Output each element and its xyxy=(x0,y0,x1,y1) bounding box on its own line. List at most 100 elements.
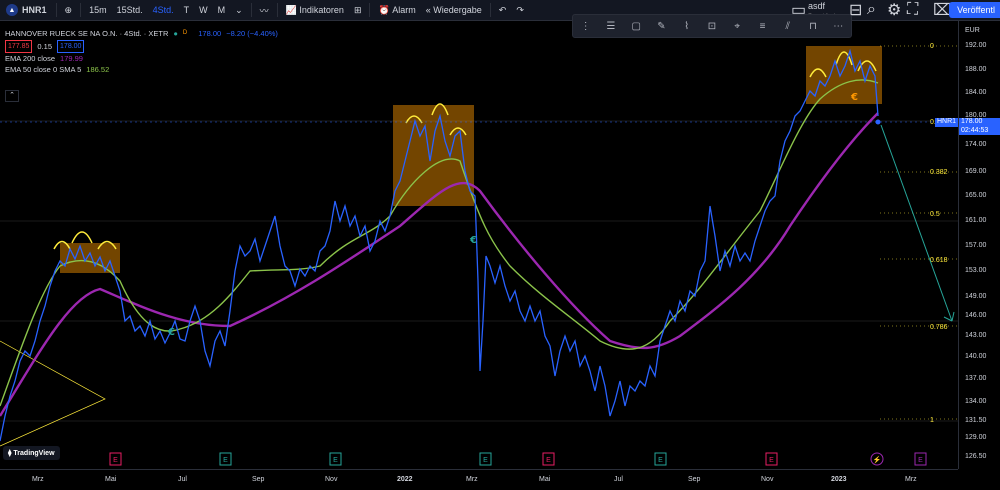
euro-icon: € xyxy=(167,327,175,338)
forecast-arrow[interactable] xyxy=(880,124,953,322)
fib-levels xyxy=(880,45,958,420)
dividend-marks: € € € xyxy=(167,92,858,338)
svg-text:E: E xyxy=(483,457,488,464)
templates-icon[interactable]: ⊞ xyxy=(353,4,362,15)
drawing-toolbar: ⋮ ☰ ▢ ✎ ⌇ ⊡ ⌖ ≡ ⫽ ⊓ ⋯ xyxy=(572,14,852,38)
svg-text:E: E xyxy=(223,457,228,464)
fib-icon[interactable]: ≡ xyxy=(759,20,766,32)
price-axis[interactable]: EUR 192.00 188.00 184.00 180.00 174.00 1… xyxy=(958,21,1000,469)
legend-last: 178.00 xyxy=(198,29,222,38)
pattern-box-2[interactable] xyxy=(393,105,474,206)
arrow-head-icon xyxy=(943,311,955,322)
fib-05: 0.5 xyxy=(930,211,940,218)
indicators-button[interactable]: 📈 Indikatoren xyxy=(285,4,344,16)
time-tick: Mai xyxy=(105,476,117,483)
triangle-pattern[interactable] xyxy=(0,340,106,447)
svg-text:⚡: ⚡ xyxy=(873,455,882,464)
ema50-value: 186.52 xyxy=(86,65,110,74)
legend-title[interactable]: HANNOVER RUECK SE NA O.N. · 4Std. · XETR xyxy=(5,29,169,38)
tv-logo-icon: ⧫ xyxy=(8,450,14,457)
buy-price[interactable]: 178.00 xyxy=(57,40,85,53)
chart-area[interactable]: 0 0. 0.382 0.5 0.618 0.786 1 € € € E E E… xyxy=(0,21,958,469)
current-price-tag: HNR1 178.00 02:44:53 xyxy=(935,118,1000,135)
ema200-label[interactable]: EMA 200 close xyxy=(5,54,56,63)
price-tick: 131.50 xyxy=(965,417,987,424)
earnings-marker xyxy=(479,452,492,466)
price-tick: 169.00 xyxy=(965,168,987,175)
svg-text:E: E xyxy=(769,457,774,464)
fib-1: 1 xyxy=(930,417,934,424)
svg-text:E: E xyxy=(113,457,118,464)
add-symbol-icon[interactable]: ⊕ xyxy=(64,4,73,15)
interval-4h[interactable]: 4Std. xyxy=(152,5,174,15)
interval-month[interactable]: M xyxy=(217,5,226,15)
time-tick: Jul xyxy=(614,476,623,483)
price-line[interactable] xyxy=(0,48,879,442)
price-tick: 192.00 xyxy=(965,42,987,49)
interval-day[interactable]: T xyxy=(183,5,190,15)
svg-text:E: E xyxy=(333,457,338,464)
currency-label[interactable]: EUR xyxy=(965,27,980,34)
svg-text:E: E xyxy=(658,457,663,464)
undo-icon[interactable]: ↶ xyxy=(498,4,507,15)
earnings-marker xyxy=(329,452,342,466)
price-tick: 129.00 xyxy=(965,434,987,441)
legend-change: −8.20 (−4.40%) xyxy=(226,29,278,38)
euro-icon: € xyxy=(469,235,477,246)
fib-0618: 0.618 xyxy=(930,257,948,264)
replay-icon: « xyxy=(425,5,434,15)
drag-handle-icon[interactable]: ⋮ xyxy=(580,20,591,32)
fib-0236: 0. xyxy=(930,119,936,126)
interval-15m[interactable]: 15m xyxy=(89,5,107,15)
symbol-search[interactable]: ▲ HNR1 xyxy=(0,4,53,16)
euro-icon: € xyxy=(850,92,858,103)
chevron-down-icon[interactable]: ⌄ xyxy=(235,4,243,15)
head-shoulder-marks xyxy=(53,51,877,250)
ema200-line[interactable] xyxy=(0,112,879,417)
lines-icon[interactable]: ☰ xyxy=(606,20,616,32)
price-chart: 0 0. 0.382 0.5 0.618 0.786 1 € € € E E E… xyxy=(0,43,958,466)
alarm-icon: ⏰ xyxy=(378,4,393,15)
price-tick: 143.00 xyxy=(965,332,987,339)
text-icon[interactable]: ⌖ xyxy=(734,20,741,32)
price-tick: 137.00 xyxy=(965,375,987,382)
select-icon[interactable]: ⊡ xyxy=(707,20,717,32)
time-tick: Mrz xyxy=(905,476,917,483)
camera-icon[interactable]: ⌧ xyxy=(933,2,952,19)
fib-labels: 0 0. 0.382 0.5 0.618 0.786 1 xyxy=(930,43,948,424)
sell-price[interactable]: 177.85 xyxy=(5,40,33,53)
alert-button[interactable]: ⏰ Alarm xyxy=(378,4,416,16)
magnet-icon[interactable]: ⊓ xyxy=(809,20,817,32)
price-tick: 153.00 xyxy=(965,267,987,274)
earnings-marker xyxy=(765,452,778,466)
earnings-marker xyxy=(219,452,232,466)
time-axis[interactable]: Mrz Mai Jul Sep Nov 2022 Mrz Mai Jul Sep… xyxy=(0,469,958,490)
ema50-label[interactable]: EMA 50 close 0 SMA 5 xyxy=(5,65,82,74)
search-icon[interactable]: ⌕ xyxy=(867,1,876,18)
collapse-legend-icon[interactable]: ⌃ xyxy=(5,90,19,102)
interval-week[interactable]: W xyxy=(199,5,208,15)
grid xyxy=(0,120,958,422)
fullscreen-icon[interactable]: ⛶ xyxy=(907,1,919,18)
pattern-box-3[interactable] xyxy=(806,46,882,104)
ema50-line[interactable] xyxy=(0,79,879,407)
grid-layout-icon[interactable]: ⊟ xyxy=(849,2,863,19)
price-tick: 140.00 xyxy=(965,353,987,360)
tradingview-logo[interactable]: ⧫ TradingView xyxy=(3,446,60,460)
channel-icon[interactable]: ⫽ xyxy=(785,20,790,32)
replay-button[interactable]: « Wiedergabe xyxy=(425,5,482,15)
publish-button[interactable]: Veröffentl xyxy=(949,2,1000,18)
interval-15h[interactable]: 15Std. xyxy=(116,5,143,15)
brush-icon[interactable]: ✎ xyxy=(657,20,666,32)
more-icon[interactable]: ⋯ xyxy=(833,20,844,32)
fib-0: 0 xyxy=(930,43,934,50)
chart-type-icon[interactable]: 〰 xyxy=(259,5,269,16)
time-tick: Jul xyxy=(178,476,187,483)
rectangle-icon[interactable]: ▢ xyxy=(631,20,641,32)
gear-icon[interactable]: ⚙ xyxy=(887,2,902,19)
last-price-dot xyxy=(875,119,881,125)
ema200-value: 179.99 xyxy=(60,54,83,63)
pattern-icon[interactable]: ⌇ xyxy=(684,20,690,32)
earnings-marker xyxy=(542,452,555,466)
redo-icon[interactable]: ↷ xyxy=(516,4,524,15)
